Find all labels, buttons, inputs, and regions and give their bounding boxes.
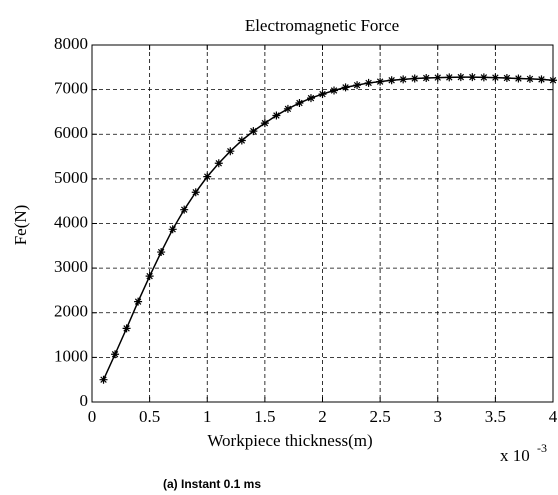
y-axis-label: Fe(N) (11, 205, 30, 246)
x-axis-label: Workpiece thickness(m) (207, 431, 372, 450)
marker (191, 188, 200, 197)
marker (422, 74, 431, 83)
marker (445, 73, 454, 82)
marker (387, 76, 396, 85)
marker (502, 74, 511, 83)
marker (237, 136, 246, 145)
marker (226, 147, 235, 156)
marker (468, 73, 477, 82)
x-tick-label: 2 (318, 407, 327, 426)
marker (353, 81, 362, 90)
marker (433, 73, 442, 82)
marker (364, 78, 373, 87)
marker (134, 297, 143, 306)
marker (203, 172, 212, 181)
y-tick-label: 3000 (54, 257, 88, 276)
x-tick-label: 1 (203, 407, 212, 426)
x-tick-label: 1.5 (254, 407, 275, 426)
marker (399, 75, 408, 84)
marker (410, 74, 419, 83)
chart-title: Electromagnetic Force (245, 16, 399, 35)
caption: (a) Instant 0.1 ms (163, 477, 261, 491)
marker (260, 119, 269, 128)
marker (330, 86, 339, 95)
marker (157, 248, 166, 257)
marker (306, 94, 315, 103)
plot-frame (91, 44, 554, 403)
marker (376, 77, 385, 86)
marker (525, 74, 534, 83)
y-tick-label: 8000 (54, 34, 88, 53)
marker (537, 75, 546, 84)
marker (283, 104, 292, 113)
line (102, 76, 554, 380)
x-tick-label: 3 (434, 407, 443, 426)
x-tick-label: 2.5 (370, 407, 391, 426)
marker (491, 73, 500, 82)
marker (479, 73, 488, 82)
y-tick-label: 1000 (54, 346, 88, 365)
marker (272, 111, 281, 120)
marker (99, 375, 108, 384)
x-tick-label: 0.5 (139, 407, 160, 426)
x-multiplier: x 10 (500, 446, 530, 465)
marker (318, 90, 327, 99)
x-tick-label: 4 (549, 407, 558, 426)
marker (456, 73, 465, 82)
x-tick-label: 3.5 (485, 407, 506, 426)
marker (145, 272, 154, 281)
y-tick-label: 7000 (54, 79, 88, 98)
marker (180, 205, 189, 214)
x-multiplier-exponent: -3 (537, 441, 547, 455)
marker (111, 350, 120, 359)
y-tick-label: 0 (80, 391, 89, 410)
marker (214, 159, 223, 168)
x-tick-label: 0 (88, 407, 97, 426)
y-tick-label: 4000 (54, 212, 88, 231)
y-tick-label: 2000 (54, 302, 88, 321)
marker (249, 127, 258, 136)
y-tick-label: 6000 (54, 123, 88, 142)
marker (122, 324, 131, 333)
marker (549, 76, 557, 85)
marker (514, 74, 523, 83)
marker (168, 225, 177, 234)
marker (295, 99, 304, 108)
marker (341, 83, 350, 92)
y-tick-label: 5000 (54, 168, 88, 187)
